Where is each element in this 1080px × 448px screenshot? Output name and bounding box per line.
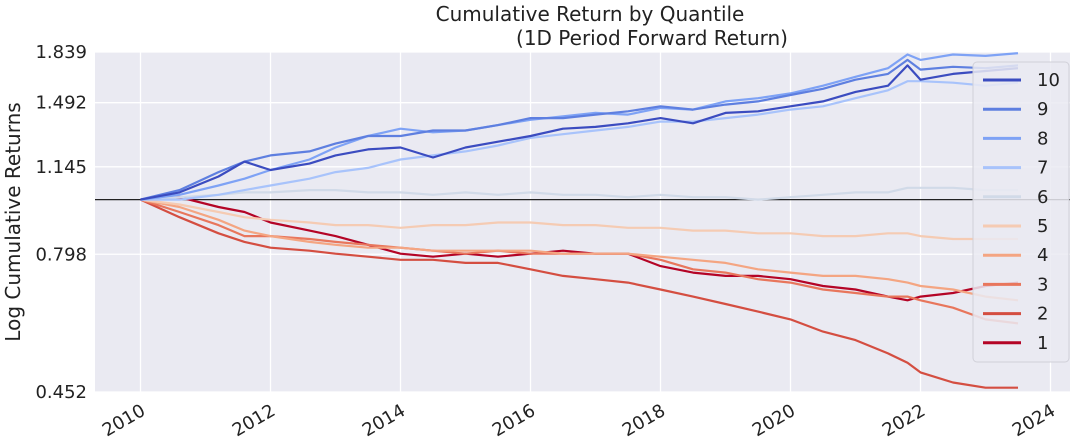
x-tick-label: 2022	[879, 400, 929, 441]
x-tick-label: 2014	[359, 400, 409, 441]
chart-subtitle: (1D Period Forward Return)	[516, 26, 788, 50]
legend-label-q8: 8	[1037, 128, 1048, 149]
series-line-q2	[140, 198, 1018, 389]
x-tick-label: 2018	[619, 400, 669, 441]
x-tick-label: 2010	[99, 400, 149, 441]
legend: 10 9 8 7 6 5 4 3 2 1	[972, 61, 1070, 363]
x-tick-labels: 2010 2012 2014 2016 2018 2020 2022 2024	[99, 400, 1059, 441]
y-tick-label: 1.145	[35, 157, 87, 178]
legend-label-q1: 1	[1037, 333, 1048, 354]
legend-label-q9: 9	[1037, 99, 1048, 120]
x-tick-label: 2024	[1009, 400, 1059, 441]
legend-label-q6: 6	[1037, 187, 1048, 208]
series-line-q6	[140, 186, 1018, 201]
x-tick-label: 2016	[489, 400, 539, 441]
y-tick-label: 1.492	[35, 93, 87, 114]
series-line-q5	[140, 198, 1018, 241]
legend-box	[972, 61, 1070, 363]
series-line-q4	[140, 198, 1019, 302]
series-line-q9	[140, 58, 1019, 201]
legend-label-q7: 7	[1037, 158, 1048, 179]
y-axis-label: Log Cumulative Returns	[1, 102, 25, 341]
x-tick-label: 2012	[229, 400, 279, 441]
series-line-q10	[140, 64, 1019, 201]
x-tick-label: 2020	[749, 400, 799, 441]
legend-label-q4: 4	[1037, 245, 1048, 266]
y-tick-labels: 1.839 1.492 1.145 0.798 0.452	[35, 42, 87, 403]
y-tick-label: 0.798	[35, 244, 87, 265]
legend-label-q10: 10	[1037, 70, 1060, 91]
series-layer	[140, 52, 1019, 389]
legend-label-q5: 5	[1037, 216, 1048, 237]
legend-label-q3: 3	[1037, 274, 1048, 295]
series-line-q8	[140, 52, 1019, 201]
plot-area	[95, 52, 1070, 392]
series-line-q7	[140, 80, 1019, 201]
chart-title: Cumulative Return by Quantile	[436, 2, 745, 26]
y-tick-label: 1.839	[35, 42, 87, 63]
legend-label-q2: 2	[1037, 304, 1048, 325]
y-tick-label: 0.452	[35, 382, 87, 403]
